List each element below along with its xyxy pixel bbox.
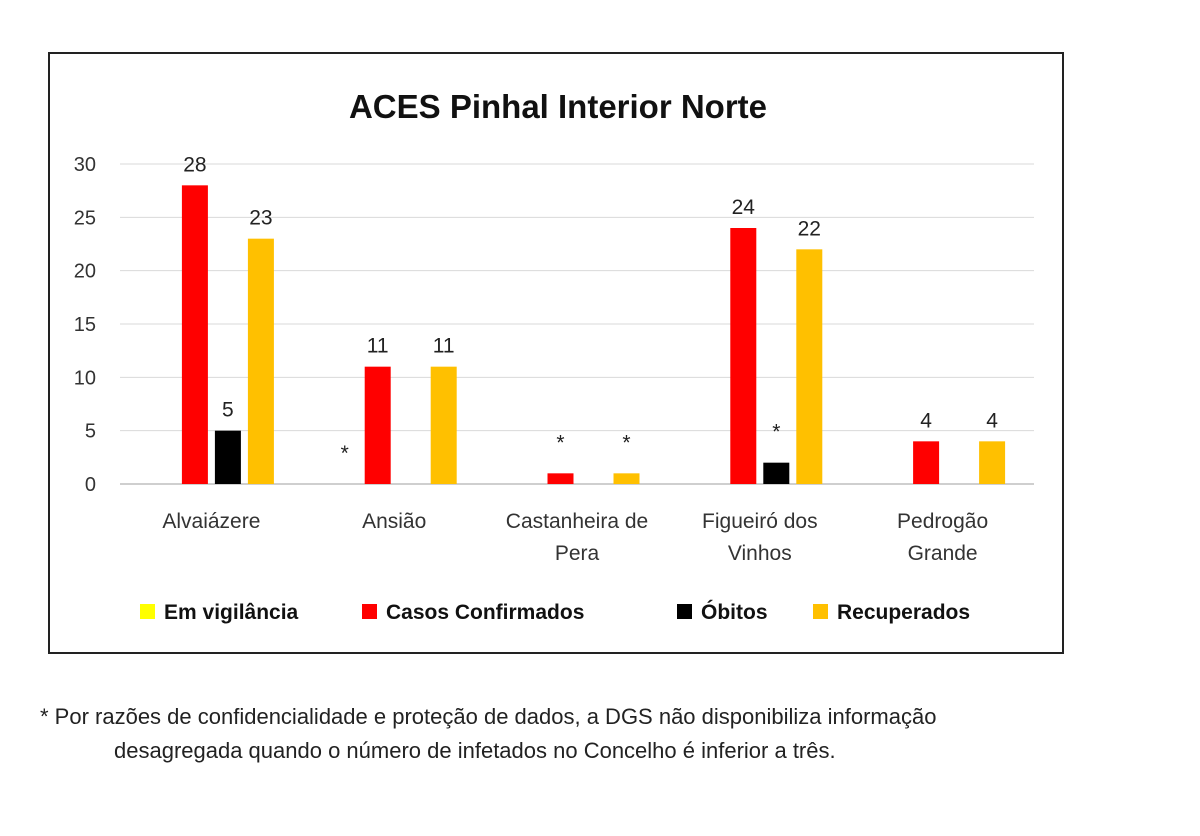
data-label: 11 <box>367 335 389 358</box>
x-tick-label: Vinhos <box>728 542 792 565</box>
x-tick-label: Grande <box>908 542 978 565</box>
x-tick-label: Figueiró dos <box>702 510 818 533</box>
data-label: 23 <box>249 207 272 230</box>
legend-swatch <box>813 604 828 619</box>
data-label: 4 <box>920 409 932 432</box>
data-label: 5 <box>222 399 234 422</box>
data-label: 11 <box>433 335 455 358</box>
bar-casos-confirmados <box>730 228 757 484</box>
legend-label: Óbitos <box>701 600 768 624</box>
legend-label: Casos Confirmados <box>386 601 584 624</box>
x-tick-label: Castanheira de <box>506 510 648 533</box>
y-tick-label: 5 <box>85 421 96 443</box>
legend-label: Em vigilância <box>164 601 299 624</box>
chart-title: ACES Pinhal Interior Norte <box>349 88 767 125</box>
bar-recuperados <box>613 473 640 484</box>
data-label: * <box>772 421 780 444</box>
bar-chart: ACES Pinhal Interior Norte 051015202530 … <box>74 88 1034 624</box>
y-tick-label: 20 <box>74 261 96 283</box>
y-tick-label: 0 <box>85 474 96 496</box>
y-tick-label: 15 <box>74 314 96 336</box>
bar-óbitos <box>763 462 790 484</box>
x-axis: Alvaiázere Ansião Castanheira de Pera Figuei… <box>162 510 988 565</box>
legend-swatch <box>140 604 155 619</box>
data-label: * <box>622 431 630 454</box>
bar-recuperados <box>796 249 823 484</box>
y-axis: 0 5 10 15 20 25 30 <box>74 154 96 496</box>
bar-casos-confirmados <box>913 441 940 484</box>
data-labels: * 28 11 * 24 4 5 * 23 11 * 22 4 <box>183 153 998 465</box>
bar-óbitos <box>214 430 241 484</box>
legend-swatch <box>677 604 692 619</box>
bars <box>181 185 1006 485</box>
footnote: * Por razões de confidencialidade e prot… <box>40 700 1160 768</box>
data-label: 22 <box>798 217 821 240</box>
data-label: 4 <box>986 409 998 432</box>
data-label: 28 <box>183 153 206 176</box>
y-tick-label: 30 <box>74 154 96 176</box>
x-tick-label: Ansião <box>362 510 426 533</box>
data-label: * <box>341 442 349 465</box>
bar-recuperados <box>247 238 274 484</box>
x-tick-label: Pedrogão <box>897 510 988 533</box>
bar-casos-confirmados <box>364 366 391 484</box>
legend: Em vigilância Casos Confirmados Óbitos Recu… <box>140 600 970 624</box>
x-tick-label: Alvaiázere <box>162 510 260 533</box>
bar-recuperados <box>430 366 457 484</box>
footnote-line-1: * Por razões de confidencialidade e prot… <box>40 704 937 729</box>
bar-casos-confirmados <box>181 185 208 485</box>
data-label: 24 <box>732 196 756 219</box>
bar-casos-confirmados <box>547 473 574 484</box>
data-label: * <box>556 431 564 454</box>
legend-label: Recuperados <box>837 601 970 624</box>
x-tick-label: Pera <box>555 542 600 565</box>
y-tick-label: 10 <box>74 367 96 389</box>
footnote-line-2: desagregada quando o número de infetados… <box>114 738 836 763</box>
y-tick-label: 25 <box>74 207 96 229</box>
bar-recuperados <box>979 441 1006 484</box>
chart-frame: ACES Pinhal Interior Norte 0 5 10 15 20 25 30 … <box>48 52 1064 654</box>
legend-swatch <box>362 604 377 619</box>
